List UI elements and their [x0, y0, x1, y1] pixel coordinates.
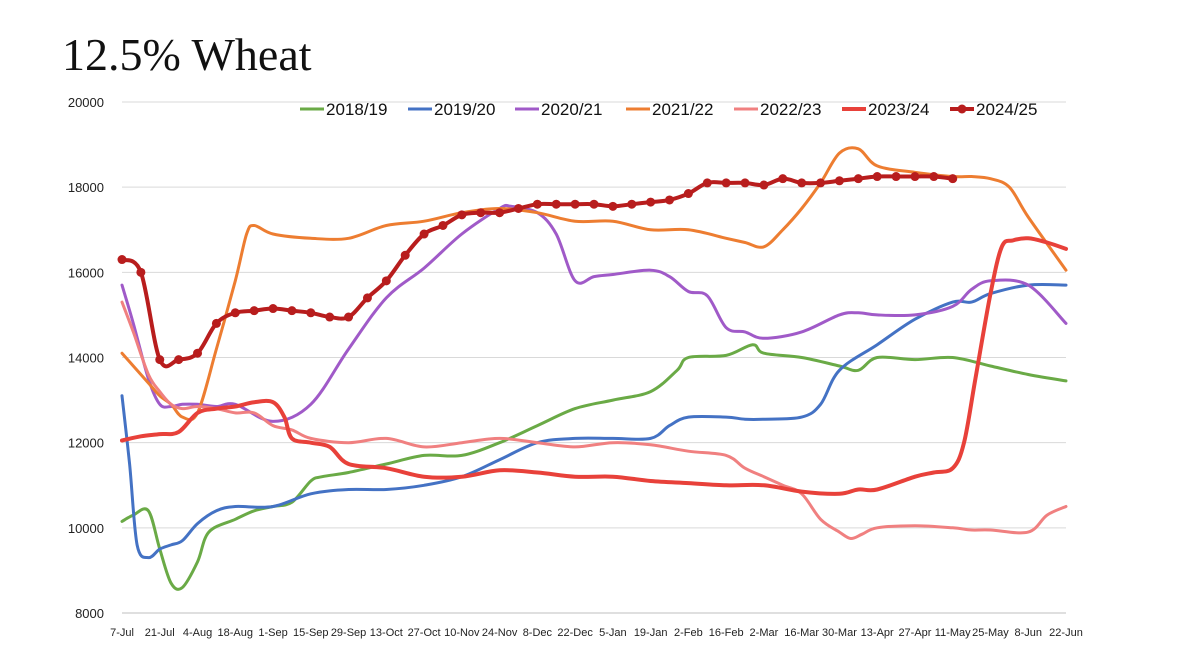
x-tick-label: 22-Jun [1049, 627, 1083, 639]
data-point [948, 174, 958, 184]
data-point [740, 178, 750, 188]
legend-label: 2021/22 [652, 100, 713, 119]
data-point [306, 308, 316, 318]
x-tick-label: 21-Jul [145, 627, 175, 639]
data-point [627, 199, 637, 209]
data-point [778, 174, 788, 184]
x-tick-label: 13-Oct [370, 627, 403, 639]
data-point [362, 293, 372, 303]
data-point [702, 178, 712, 188]
x-tick-label: 2-Feb [674, 627, 703, 639]
x-tick-label: 24-Nov [482, 627, 518, 639]
y-tick-label: 10000 [68, 521, 104, 536]
data-point [193, 348, 203, 358]
data-point [513, 203, 523, 213]
data-point [381, 276, 391, 286]
x-tick-label: 4-Aug [183, 627, 212, 639]
data-point [551, 199, 561, 209]
data-point [834, 176, 844, 186]
data-point [211, 318, 221, 328]
data-point [400, 250, 410, 260]
x-tick-label: 13-Apr [861, 627, 894, 639]
series-lines [117, 146, 1068, 591]
x-tick-label: 27-Apr [898, 627, 931, 639]
data-point [287, 306, 297, 316]
data-point [872, 172, 882, 182]
data-point [646, 197, 656, 207]
data-point [495, 208, 505, 218]
data-point [891, 172, 901, 182]
x-tick-label: 30-Mar [822, 627, 857, 639]
data-point [816, 178, 826, 188]
x-tick-label: 29-Sep [331, 627, 366, 639]
x-tick-label: 18-Aug [218, 627, 253, 639]
data-point [570, 199, 580, 209]
x-tick-label: 16-Mar [784, 627, 819, 639]
series-line-2018-19 [120, 343, 1068, 591]
y-tick-label: 8000 [75, 606, 104, 621]
data-point [117, 255, 127, 265]
data-point [929, 172, 939, 182]
y-tick-label: 16000 [68, 265, 104, 280]
data-point [476, 208, 486, 218]
data-point [155, 355, 165, 365]
x-tick-label: 10-Nov [444, 627, 480, 639]
legend-label: 2022/23 [760, 100, 821, 119]
data-point [344, 312, 354, 322]
data-point [136, 267, 146, 277]
data-point [608, 201, 618, 211]
series-line-2022-23 [120, 300, 1068, 541]
legend-label: 2024/25 [976, 100, 1037, 119]
x-tick-label: 1-Sep [258, 627, 287, 639]
x-tick-label: 2-Mar [750, 627, 779, 639]
data-point [230, 308, 240, 318]
data-point [665, 195, 675, 205]
legend-label: 2023/24 [868, 100, 929, 119]
x-tick-label: 25-May [972, 627, 1009, 639]
legend-marker [957, 104, 967, 114]
series-line-2021-22 [120, 146, 1068, 422]
x-tick-label: 16-Feb [709, 627, 744, 639]
axes: 8000 10000 12000 14000 16000 18000 20000 7-Jul 2… [68, 95, 1083, 639]
y-tick-label: 20000 [68, 95, 104, 110]
legend-label: 2018/19 [326, 100, 387, 119]
series-line-2019-20 [120, 282, 1068, 560]
data-point [910, 172, 920, 182]
chart-title: 12.5% Wheat [62, 29, 312, 80]
y-tick-label: 14000 [68, 351, 104, 366]
series-line-2020-21 [120, 203, 1068, 423]
x-tick-label: 22-Dec [557, 627, 593, 639]
data-point [589, 199, 599, 209]
series-line-2023-24 [120, 236, 1068, 496]
data-point [683, 189, 693, 199]
legend-label: 2019/20 [434, 100, 495, 119]
data-point [797, 178, 807, 188]
x-tick-label: 8-Dec [523, 627, 553, 639]
x-tick-label: 27-Oct [408, 627, 441, 639]
legend: 2018/19 2019/20 2020/21 2021/22 2022/23 2023/… [300, 100, 1037, 119]
x-tick-label: 15-Sep [293, 627, 328, 639]
y-tick-label: 12000 [68, 436, 104, 451]
data-point [853, 174, 863, 184]
x-tick-label: 8-Jun [1014, 627, 1042, 639]
x-tick-label: 7-Jul [110, 627, 134, 639]
x-tick-label: 19-Jan [634, 627, 668, 639]
data-point [438, 220, 448, 230]
data-point [457, 210, 467, 220]
data-point [249, 306, 259, 316]
data-point [268, 304, 278, 314]
data-point [759, 180, 769, 190]
x-tick-label: 11-May [935, 627, 971, 639]
data-point [721, 178, 731, 188]
data-point [532, 199, 542, 209]
data-point [174, 355, 184, 365]
x-tick-label: 5-Jan [599, 627, 627, 639]
y-tick-label: 18000 [68, 180, 104, 195]
data-point [419, 229, 429, 239]
gridlines [122, 101, 1066, 529]
legend-label: 2020/21 [541, 100, 602, 119]
data-point [325, 312, 335, 322]
